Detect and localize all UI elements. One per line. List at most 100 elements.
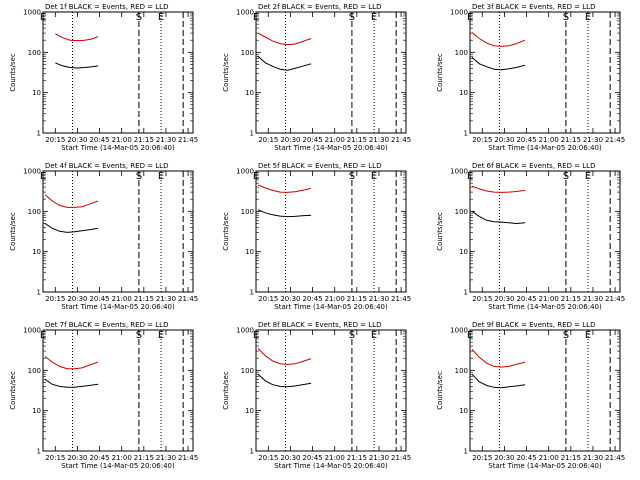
x-tick-label: 21:30 bbox=[583, 454, 603, 462]
x-tick-label: 21:15 bbox=[347, 136, 367, 144]
y-tick-label: 10 bbox=[32, 89, 41, 97]
plot-frame bbox=[469, 11, 621, 134]
x-tick-label: 20:30 bbox=[67, 454, 87, 462]
event-marker-label: E bbox=[371, 12, 377, 23]
event-marker-label: E bbox=[40, 330, 46, 341]
y-tick-label: 1 bbox=[464, 448, 468, 456]
plot-frame bbox=[469, 329, 621, 452]
event-marker-label: E bbox=[467, 12, 473, 23]
x-tick-label: 21:45 bbox=[178, 454, 198, 462]
y-tick-label: 100 bbox=[455, 49, 468, 57]
event-marker-label: S bbox=[136, 330, 142, 341]
event-marker-label: E bbox=[585, 12, 591, 23]
events-series-line bbox=[44, 223, 99, 233]
x-tick-label: 20:15 bbox=[45, 136, 65, 144]
x-tick-label: 21:30 bbox=[369, 295, 389, 303]
x-tick-label: 21:00 bbox=[539, 136, 559, 144]
panel-title: Det 5f BLACK = Events, RED = LLD bbox=[258, 162, 381, 170]
event-marker-label: E bbox=[467, 330, 473, 341]
plot-frame bbox=[469, 170, 621, 293]
y-tick-label: 10 bbox=[245, 407, 254, 415]
y-tick-label: 1000 bbox=[450, 9, 468, 17]
lld-series-line bbox=[257, 32, 312, 46]
x-tick-label: 20:15 bbox=[45, 295, 65, 303]
plot-frame bbox=[255, 329, 407, 452]
y-tick-label: 1000 bbox=[450, 327, 468, 335]
x-axis-label: Start Time (14-Mar-05 20:06:40) bbox=[488, 144, 602, 152]
y-tick-label: 1 bbox=[250, 289, 254, 297]
plot-frame bbox=[42, 329, 194, 452]
events-series-line bbox=[471, 210, 526, 225]
events-series-line bbox=[257, 209, 312, 218]
x-tick-label: 20:15 bbox=[472, 454, 492, 462]
y-tick-label: 10 bbox=[459, 89, 468, 97]
x-tick-label: 21:45 bbox=[605, 136, 625, 144]
y-axis-label: Counts/sec bbox=[222, 212, 230, 251]
x-tick-label: 21:15 bbox=[134, 136, 154, 144]
y-tick-label: 10 bbox=[245, 89, 254, 97]
x-tick-label: 21:00 bbox=[112, 454, 132, 462]
x-tick-label: 21:30 bbox=[156, 454, 176, 462]
x-tick-label: 21:15 bbox=[561, 454, 581, 462]
lld-series-line bbox=[471, 32, 526, 47]
x-tick-label: 21:00 bbox=[325, 454, 345, 462]
event-marker-label: S bbox=[563, 330, 569, 341]
x-tick-label: 21:45 bbox=[605, 295, 625, 303]
y-tick-label: 1 bbox=[250, 448, 254, 456]
x-tick-label: 20:30 bbox=[280, 295, 300, 303]
y-axis-label: Counts/sec bbox=[9, 212, 17, 251]
plot-panel-4: Det 4f BLACK = Events, RED = LLD 1 10 100 10… bbox=[9, 162, 198, 311]
x-tick-label: 20:45 bbox=[89, 136, 109, 144]
x-tick-label: 21:45 bbox=[391, 454, 411, 462]
x-axis-label: Start Time (14-Mar-05 20:06:40) bbox=[274, 144, 388, 152]
event-marker-label: S bbox=[349, 171, 355, 182]
event-marker-label: S bbox=[349, 12, 355, 23]
x-tick-label: 21:15 bbox=[561, 136, 581, 144]
x-tick-label: 21:45 bbox=[391, 136, 411, 144]
event-marker-label: E bbox=[467, 171, 473, 182]
plot-panel-1: Det 1f BLACK = Events, RED = LLD 1 10 100 10… bbox=[9, 3, 198, 152]
panel-title: Det 3f BLACK = Events, RED = LLD bbox=[472, 3, 595, 11]
x-tick-label: 21:45 bbox=[605, 454, 625, 462]
y-tick-label: 1 bbox=[464, 130, 468, 138]
x-tick-label: 21:30 bbox=[583, 136, 603, 144]
lld-series-line bbox=[55, 33, 99, 42]
plot-frame bbox=[255, 170, 407, 293]
x-tick-label: 20:30 bbox=[280, 454, 300, 462]
plot-panel-9: Det 9f BLACK = Events, RED = LLD 1 10 100 10… bbox=[436, 321, 625, 470]
y-tick-label: 10 bbox=[459, 248, 468, 256]
x-tick-label: 20:45 bbox=[516, 136, 536, 144]
x-tick-label: 21:00 bbox=[539, 295, 559, 303]
panel-title: Det 2f BLACK = Events, RED = LLD bbox=[258, 3, 381, 11]
x-tick-label: 21:15 bbox=[347, 454, 367, 462]
x-tick-label: 20:15 bbox=[45, 454, 65, 462]
event-marker-label: E bbox=[585, 330, 591, 341]
event-marker-label: E bbox=[371, 171, 377, 182]
x-tick-label: 21:00 bbox=[325, 295, 345, 303]
y-tick-label: 1 bbox=[37, 130, 41, 138]
x-tick-label: 20:30 bbox=[494, 136, 514, 144]
x-tick-label: 20:45 bbox=[302, 136, 322, 144]
y-tick-label: 100 bbox=[455, 208, 468, 216]
lld-series-line bbox=[257, 348, 312, 365]
x-tick-label: 21:15 bbox=[347, 295, 367, 303]
panel-title: Det 6f BLACK = Events, RED = LLD bbox=[472, 162, 595, 170]
events-series-line bbox=[471, 373, 526, 389]
y-axis-label: Counts/sec bbox=[436, 212, 444, 251]
x-tick-label: 21:00 bbox=[539, 454, 559, 462]
panel-title: Det 1f BLACK = Events, RED = LLD bbox=[45, 3, 168, 11]
plot-panel-7: Det 7f BLACK = Events, RED = LLD 1 10 100 10… bbox=[9, 321, 198, 470]
x-tick-label: 20:45 bbox=[89, 454, 109, 462]
event-marker-label: E bbox=[158, 12, 164, 23]
y-tick-label: 100 bbox=[28, 367, 41, 375]
x-tick-label: 20:30 bbox=[494, 454, 514, 462]
x-tick-label: 20:30 bbox=[494, 295, 514, 303]
event-marker-label: E bbox=[253, 12, 259, 23]
y-axis-label: Counts/sec bbox=[9, 371, 17, 410]
lld-series-line bbox=[471, 185, 526, 193]
y-tick-label: 1000 bbox=[236, 9, 254, 17]
y-tick-label: 1000 bbox=[23, 327, 41, 335]
y-tick-label: 100 bbox=[28, 49, 41, 57]
plot-frame bbox=[42, 11, 194, 134]
